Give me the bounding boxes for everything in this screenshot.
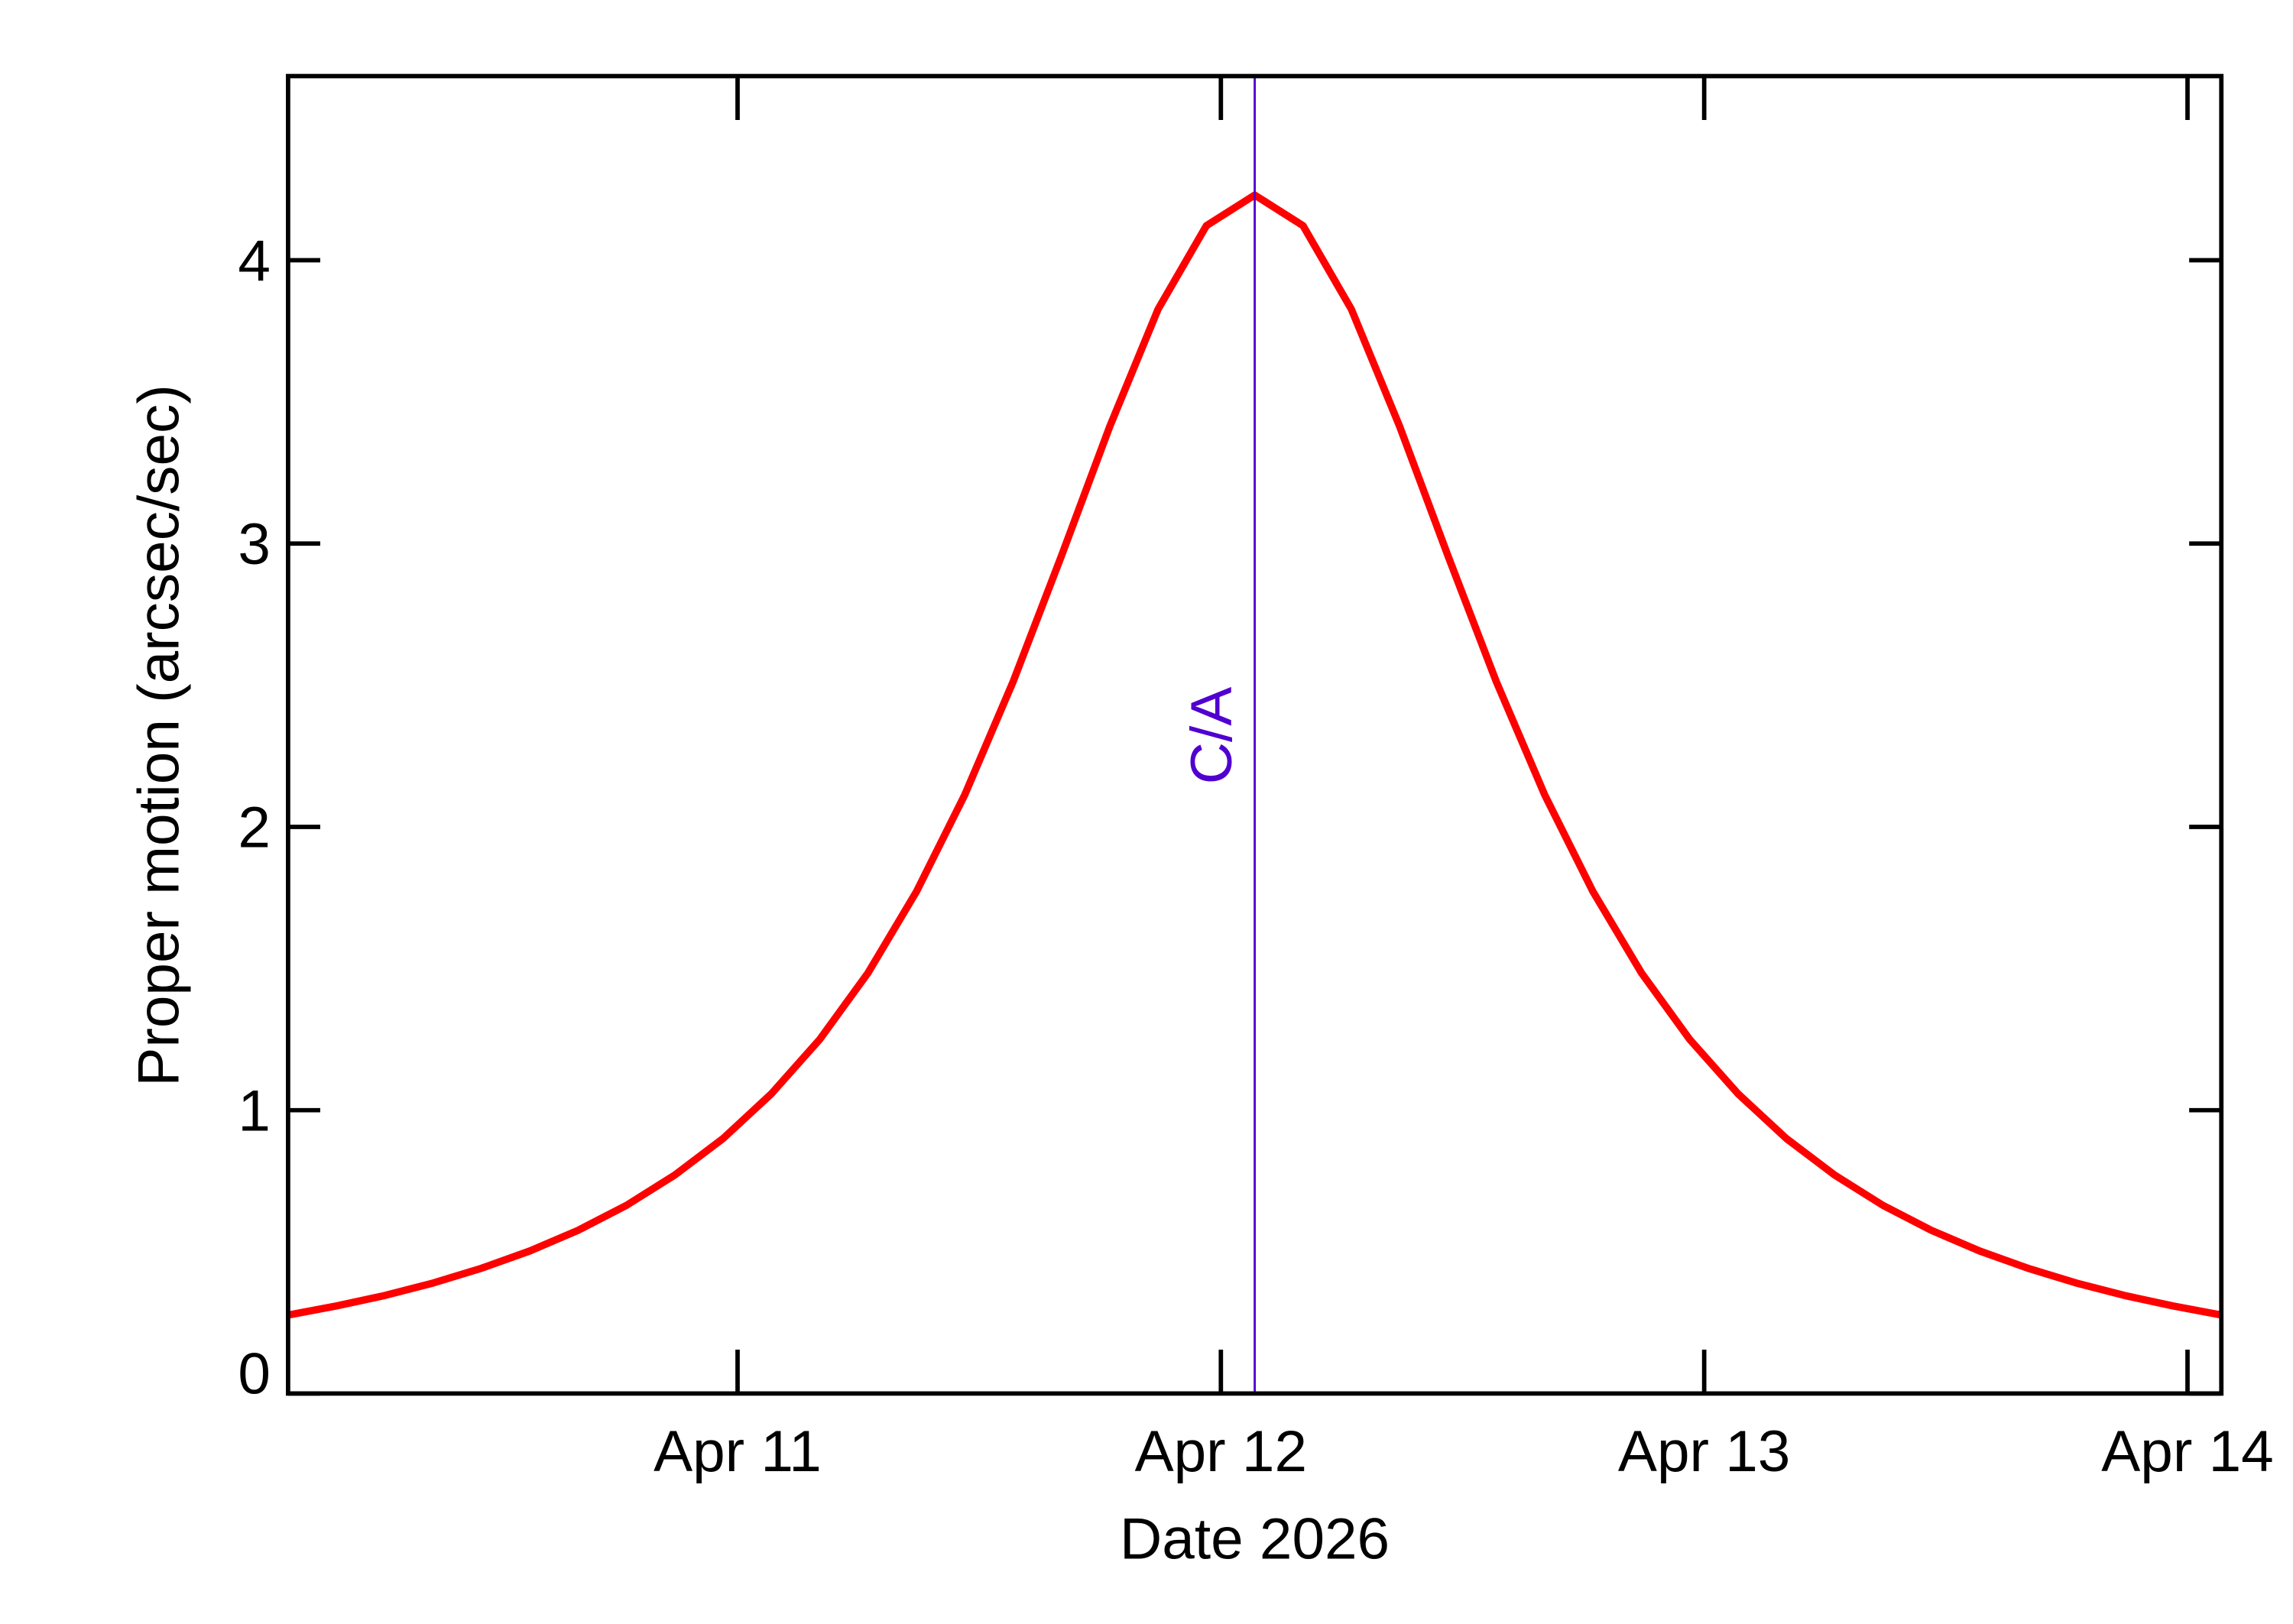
y-tick-label: 4 — [238, 229, 271, 293]
plot-frame — [286, 73, 2224, 1396]
y-tick-label: 2 — [238, 796, 271, 861]
x-axis-label: Date 2026 — [1120, 1507, 1390, 1572]
annotation-label: C/A — [1179, 687, 1244, 785]
x-tick-label: Apr 14 — [2101, 1419, 2273, 1484]
y-axis-label: Proper motion (arcsec/sec) — [126, 384, 191, 1087]
y-tick-label: 0 — [238, 1341, 271, 1406]
x-tick-label: Apr 12 — [1135, 1419, 1307, 1484]
y-tick-label: 1 — [238, 1078, 271, 1143]
x-tick-label: Apr 13 — [1618, 1419, 1790, 1484]
x-tick-label: Apr 11 — [654, 1419, 822, 1484]
y-tick-label: 3 — [238, 512, 271, 577]
